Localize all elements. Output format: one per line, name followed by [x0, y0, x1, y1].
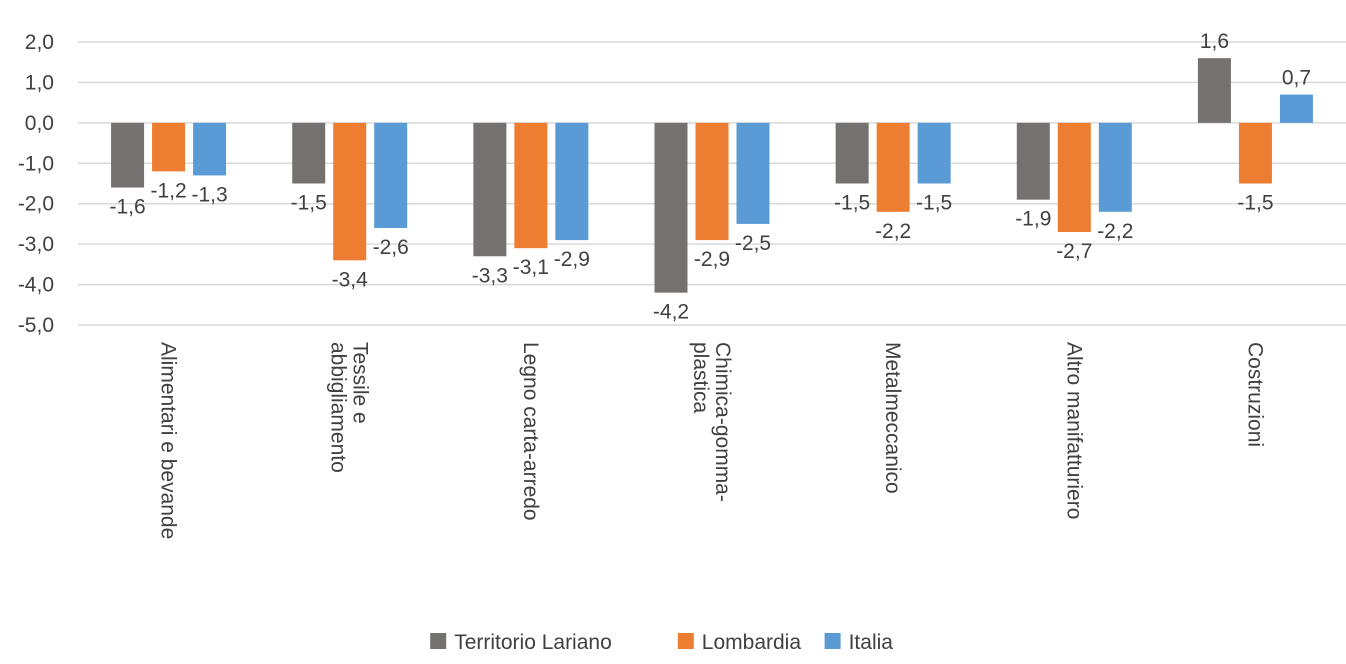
category-labels: Alimentari e bevande Tessile eabbigliamen…	[157, 342, 1267, 539]
bar	[1279, 94, 1313, 123]
category-label: Tessile eabbigliamento	[327, 342, 372, 473]
data-labels: -1,6-1,2 -1,3 -1,5-3,4-2,6-3,3 -3,1 -2,9-4,2…	[109, 30, 1311, 323]
legend-swatch	[430, 633, 447, 649]
y-tick-label: 0,0	[25, 112, 54, 135]
category-label: Metalmeccanico	[881, 342, 904, 494]
data-label: -2,2	[1097, 220, 1133, 243]
data-label: -2,6	[373, 236, 409, 259]
data-label: -1,5	[1237, 192, 1273, 215]
bar	[835, 122, 869, 184]
y-tick-label: -2,0	[18, 193, 54, 216]
y-tick-label: 2,0	[25, 31, 54, 54]
data-label: -1,2	[150, 179, 186, 202]
category-label: Alimentari e bevande	[157, 342, 180, 539]
y-axis-ticks: 2,0 1,0 0,0 -1,0 -2,0 -3,0 -4,0 -5,0	[18, 31, 54, 337]
bar	[1016, 122, 1050, 200]
data-label: -2,9	[694, 248, 730, 271]
legend-label: Territorio Lariano	[454, 631, 612, 654]
data-label: -2,9	[554, 248, 590, 271]
bar	[374, 122, 408, 228]
bar	[1197, 58, 1231, 123]
bar	[695, 122, 729, 241]
data-label: -2,2	[875, 220, 911, 243]
legend-label: Italia	[849, 631, 894, 654]
bar	[473, 122, 507, 257]
data-label: -1,5	[291, 192, 327, 215]
data-label: -1,9	[1015, 208, 1051, 231]
data-label: -3,3	[472, 264, 508, 287]
data-label: 0,7	[1282, 67, 1311, 90]
data-label: -4,2	[653, 301, 689, 324]
category-label: Costruzioni	[1243, 342, 1266, 447]
y-tick-label: -4,0	[18, 274, 54, 297]
bar	[292, 122, 326, 184]
bar	[1098, 122, 1132, 212]
data-label: -1,5	[916, 192, 952, 215]
bar	[514, 122, 548, 249]
category-label: Legno carta-arredo	[519, 342, 542, 521]
legend-swatch	[677, 633, 694, 649]
bar	[333, 122, 367, 261]
legend-label: Lombardia	[702, 631, 802, 654]
data-label: -1,5	[834, 192, 870, 215]
bar	[111, 122, 145, 188]
y-tick-label: -3,0	[18, 233, 54, 256]
category-label: Altro manifatturiero	[1062, 342, 1085, 519]
bar	[654, 122, 688, 293]
data-label: -3,4	[332, 268, 369, 291]
y-tick-label: -5,0	[18, 314, 54, 337]
y-tick-label: -1,0	[18, 152, 54, 175]
category-label: Chimica-gomma-plastica	[689, 342, 734, 502]
bar	[736, 122, 770, 224]
bars	[111, 58, 1313, 293]
bar	[876, 122, 910, 212]
data-label: -2,5	[735, 232, 771, 255]
bar	[152, 122, 186, 172]
data-label: -2,7	[1056, 240, 1092, 263]
data-label: -1,6	[109, 196, 145, 219]
bar	[1057, 122, 1091, 233]
data-label: -3,1	[513, 256, 549, 279]
bar	[555, 122, 589, 241]
bar	[917, 122, 951, 184]
y-tick-label: 1,0	[25, 71, 54, 94]
legend-swatch	[824, 633, 841, 649]
bar	[193, 122, 227, 176]
bar	[1238, 122, 1272, 184]
data-label: 1,6	[1200, 30, 1229, 53]
data-label: -1,3	[191, 183, 227, 206]
legend: Territorio Lariano Lombardia Italia	[430, 631, 893, 654]
